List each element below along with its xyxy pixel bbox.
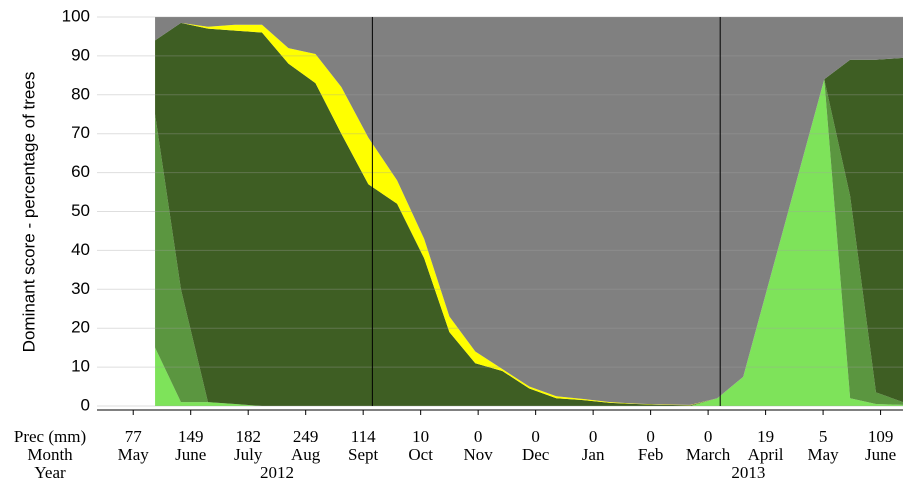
precipitation-label: 77	[125, 427, 143, 446]
x-tick-label: Dec	[522, 445, 550, 464]
x-tick-label: March	[686, 445, 731, 464]
row-label: Prec (mm)	[14, 427, 86, 446]
x-tick-label: July	[234, 445, 263, 464]
y-tick-label: 70	[71, 123, 90, 142]
precipitation-label: 249	[293, 427, 319, 446]
y-tick-label: 90	[71, 45, 90, 64]
precipitation-label: 5	[819, 427, 828, 446]
x-tick-label: May	[118, 445, 150, 464]
x-tick-label: Nov	[464, 445, 494, 464]
x-tick-label: Aug	[291, 445, 321, 464]
y-tick-label: 40	[71, 240, 90, 259]
precipitation-label: 0	[531, 427, 540, 446]
precipitation-label: 0	[589, 427, 598, 446]
x-tick-label: April	[748, 445, 784, 464]
x-tick-label: June	[865, 445, 896, 464]
y-tick-label: 30	[71, 279, 90, 298]
precipitation-label: 19	[757, 427, 774, 446]
y-tick-label: 10	[71, 357, 90, 376]
x-tick-label: Jan	[582, 445, 605, 464]
precipitation-label: 0	[704, 427, 713, 446]
row-label: Month	[27, 445, 73, 464]
y-tick-label: 100	[62, 6, 90, 25]
precipitation-label: 149	[178, 427, 204, 446]
row-label: Year	[34, 463, 66, 482]
x-tick-label: June	[175, 445, 206, 464]
year-label: 2012	[260, 463, 294, 482]
area	[155, 22, 903, 407]
precipitation-label: 182	[235, 427, 261, 446]
x-tick-label: Feb	[638, 445, 664, 464]
x-tick-label: Sept	[348, 445, 379, 464]
area	[155, 79, 903, 407]
year-label: 2013	[731, 463, 765, 482]
y-tick-label: 80	[71, 84, 90, 103]
y-tick-label: 20	[71, 318, 90, 337]
precipitation-label: 10	[412, 427, 429, 446]
precipitation-label: 109	[868, 427, 894, 446]
area	[155, 17, 903, 405]
precipitation-label: 114	[351, 427, 376, 446]
x-tick-label: Oct	[408, 445, 433, 464]
area	[155, 79, 903, 407]
x-tick-label: May	[808, 445, 840, 464]
area	[155, 22, 903, 406]
precipitation-label: 0	[646, 427, 655, 446]
y-tick-label: 0	[81, 395, 90, 414]
y-tick-label: 60	[71, 162, 90, 181]
y-axis-label: Dominant score - percentage of trees	[19, 72, 38, 353]
y-tick-label: 50	[71, 201, 90, 220]
precipitation-label: 0	[474, 427, 483, 446]
